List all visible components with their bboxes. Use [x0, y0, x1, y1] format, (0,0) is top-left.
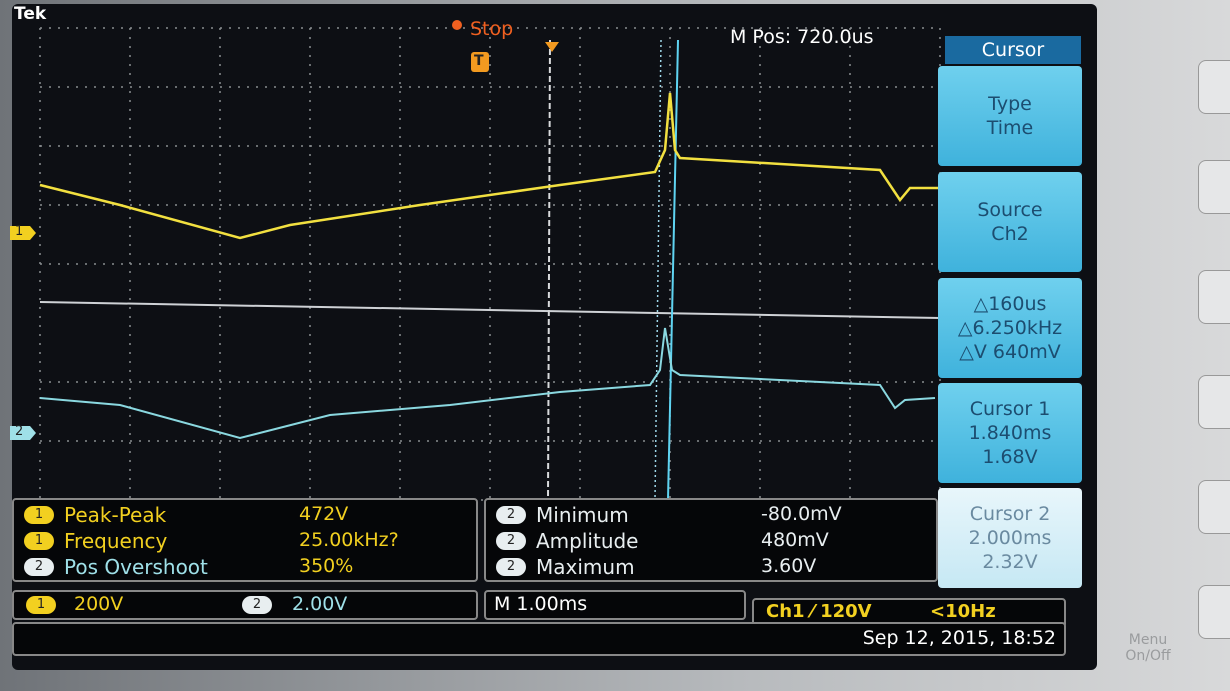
- measurement-name: Pos Overshoot: [64, 555, 208, 579]
- stop-dot: [452, 20, 462, 30]
- menu-item[interactable]: △160us △6.250kHz △V 640mV: [938, 278, 1082, 378]
- bezel-button[interactable]: [1198, 270, 1230, 324]
- bezel-button[interactable]: [1198, 60, 1230, 114]
- measurement-name: Amplitude: [536, 529, 639, 553]
- cursor-2-line: [667, 39, 679, 501]
- menu-line: 2.32V: [982, 551, 1038, 573]
- channel-badge: 1: [24, 506, 54, 524]
- measurement-value: 472V: [299, 503, 349, 525]
- graticule: [39, 27, 941, 501]
- ch2-scale: 2.00V: [292, 593, 348, 615]
- center-vertical: [547, 39, 551, 501]
- bezel-button[interactable]: [1198, 480, 1230, 534]
- channel-badge: 2: [496, 532, 526, 550]
- measurement-value: -80.0mV: [761, 503, 842, 525]
- ch1-marker: 1: [15, 224, 24, 239]
- channel-badge: 2: [496, 506, 526, 524]
- measurement-name: Frequency: [64, 529, 168, 553]
- channel-badge: 2: [24, 558, 54, 576]
- menu-line: Time: [986, 117, 1034, 139]
- channel-badge: 2: [496, 558, 526, 576]
- horizontal-position: M Pos: 720.0us: [730, 26, 874, 48]
- measurement-panel: 1 Peak-Peak 472V 1 Frequency 25.00kHz? 2 Pos Ov…: [12, 498, 478, 582]
- channel-badge: 1: [24, 532, 54, 550]
- menu-item[interactable]: Cursor 2 2.000ms 2.32V: [938, 488, 1082, 588]
- ch1-scale: 200V: [74, 593, 124, 615]
- trigger-position-arrow: [545, 42, 559, 52]
- ch1-marker-shape: [10, 226, 36, 240]
- datetime: Sep 12, 2015, 18:52: [862, 627, 1056, 649]
- ch2-trace: [39, 327, 936, 440]
- menu-line: Ch2: [991, 223, 1029, 245]
- menu-line: △6.250kHz: [957, 317, 1063, 339]
- bezel-button[interactable]: [1198, 375, 1230, 429]
- trigger-marker-box: [471, 52, 489, 72]
- ch2-marker-shape: [10, 426, 36, 440]
- status-bar-timebase: M 1.00ms: [484, 590, 746, 620]
- trigger-frequency: <10Hz: [930, 601, 996, 622]
- menu-item[interactable]: Source Ch2: [938, 172, 1082, 272]
- trigger-setting: Ch1 ⁄ 120V: [766, 601, 872, 622]
- measurement-name: Minimum: [536, 503, 629, 527]
- menu-line: Source: [977, 199, 1043, 221]
- measurement-value: 25.00kHz?: [299, 529, 399, 551]
- menu-line: Cursor 2: [969, 503, 1051, 525]
- cursor-1-line: [654, 39, 662, 501]
- menu-line: 2.000ms: [968, 527, 1052, 549]
- menu-title: Cursor: [945, 36, 1081, 64]
- status-bar-date: Sep 12, 2015, 18:52: [12, 622, 1066, 656]
- menu-line: Cursor 1: [969, 398, 1051, 420]
- status-bar-channels: 1 200V 2 2.00V: [12, 590, 478, 620]
- measurement-value: 480mV: [761, 529, 829, 551]
- measurement-name: Peak-Peak: [64, 503, 167, 527]
- menu-line: △V 640mV: [959, 341, 1061, 363]
- menu-line: 1.68V: [982, 446, 1038, 468]
- menu-button-label: Menu On/Off: [1125, 632, 1171, 664]
- measurement-value: 3.60V: [761, 555, 817, 577]
- menu-line: Type: [988, 93, 1032, 115]
- brand: Tek: [14, 4, 47, 24]
- menu-item[interactable]: Type Time: [938, 66, 1082, 166]
- channel-badge: 1: [26, 596, 56, 614]
- timebase: M 1.00ms: [494, 593, 588, 615]
- menu-line: 1.840ms: [968, 422, 1052, 444]
- ch2-marker: 2: [15, 424, 24, 439]
- ch1-trace: [39, 92, 940, 240]
- channel-badge: 2: [242, 596, 272, 614]
- bezel-button[interactable]: [1198, 160, 1230, 214]
- menu-item[interactable]: Cursor 1 1.840ms 1.68V: [938, 383, 1082, 483]
- run-status: Stop: [470, 18, 514, 40]
- menu-line: △160us: [973, 293, 1047, 315]
- trigger-marker: T: [474, 53, 484, 69]
- measurement-name: Maximum: [536, 555, 635, 579]
- bezel-button[interactable]: [1198, 585, 1230, 639]
- center-line: [39, 301, 941, 319]
- measurement-value: 350%: [299, 555, 354, 577]
- measurement-panel: 2 Minimum -80.0mV 2 Amplitude 480mV 2 Maximum 3.…: [484, 498, 938, 582]
